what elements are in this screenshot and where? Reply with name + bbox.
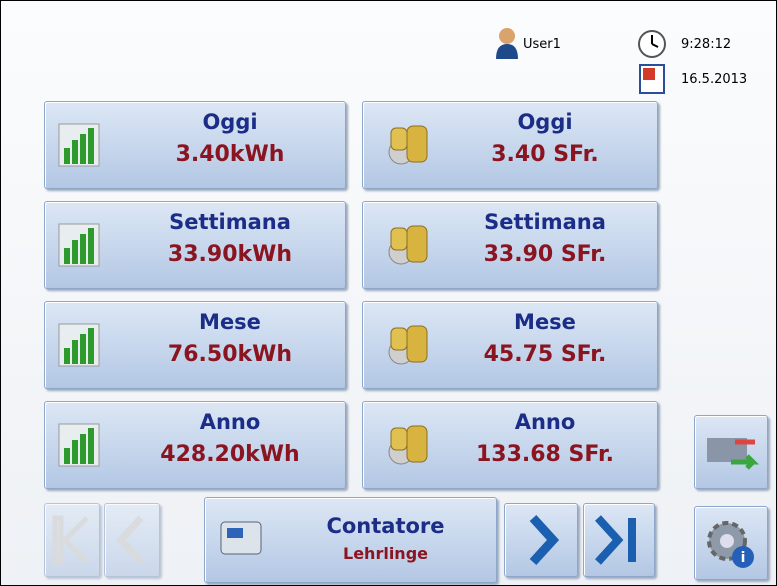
svg-text:i: i [741, 550, 746, 566]
tile-label: Anno [199, 410, 261, 434]
last-button[interactable] [583, 503, 655, 577]
tile-value: 3.40 SFr. [491, 142, 599, 167]
tile-value: 133.68 SFr. [475, 442, 615, 467]
user-name: User1 [523, 37, 561, 52]
export-button[interactable] [694, 415, 768, 489]
tile-label: Settimana [169, 210, 291, 234]
user-icon [496, 28, 518, 59]
tile-value: 76.50kWh [167, 342, 293, 367]
tile-label: Anno [514, 410, 576, 434]
tile-label: Oggi [202, 110, 258, 134]
meter-title: Contatore [326, 514, 445, 538]
first-button[interactable] [44, 503, 100, 577]
tile-label: Mese [199, 310, 261, 334]
tile-value: 33.90 SFr. [483, 242, 607, 267]
tile-label: Oggi [517, 110, 573, 134]
clock-icon [638, 30, 666, 58]
cost-tile[interactable]: Mese 45.75 SFr. [362, 301, 658, 389]
energy-tile[interactable]: Oggi 3.40kWh [44, 101, 346, 189]
tile-label: Settimana [484, 210, 606, 234]
energy-tile[interactable]: Settimana 33.90kWh [44, 201, 346, 289]
cost-tile[interactable]: Oggi 3.40 SFr. [362, 101, 658, 189]
prev-button[interactable] [104, 503, 160, 577]
cost-tile[interactable]: Anno 133.68 SFr. [362, 401, 658, 489]
time: 9:28:12 [681, 37, 732, 52]
calendar-icon [639, 64, 665, 94]
date: 16.5.2013 [681, 72, 748, 87]
tile-value: 3.40kWh [175, 142, 285, 167]
cost-tile[interactable]: Settimana 33.90 SFr. [362, 201, 658, 289]
tile-value: 33.90kWh [167, 242, 293, 267]
next-button[interactable] [504, 503, 578, 577]
energy-tile[interactable]: Mese 76.50kWh [44, 301, 346, 389]
tile-label: Mese [514, 310, 576, 334]
energy-tile[interactable]: Anno 428.20kWh [44, 401, 346, 489]
meter-button[interactable]: Contatore Lehrlinge [204, 497, 497, 583]
meter-name: Lehrlinge [343, 544, 428, 563]
tile-value: 45.75 SFr. [483, 342, 607, 367]
tile-value: 428.20kWh [160, 442, 300, 467]
settings-button[interactable]: i [694, 506, 768, 580]
